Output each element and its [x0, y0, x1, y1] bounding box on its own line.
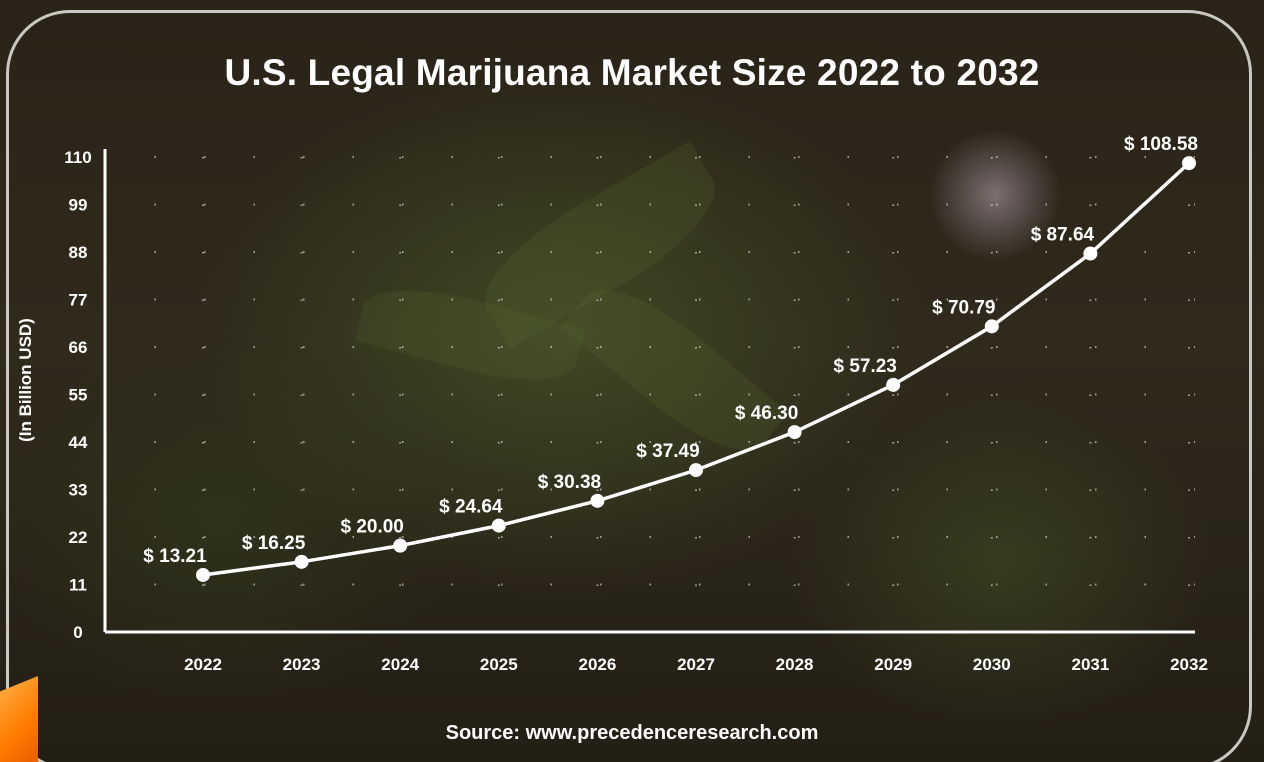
chart-frame — [6, 10, 1252, 762]
y-tick-label: 55 — [69, 386, 88, 405]
data-label: $ 57.23 — [833, 356, 896, 377]
data-point — [787, 425, 802, 440]
x-tick-label: 2027 — [677, 655, 715, 674]
y-tick-label: 110 — [64, 148, 91, 167]
data-point — [886, 377, 901, 392]
data-point — [491, 518, 506, 533]
data-point — [1182, 156, 1196, 171]
y-tick-label: 66 — [69, 338, 88, 357]
y-tick-label: 77 — [69, 291, 88, 310]
x-tick-label: 2029 — [874, 655, 912, 674]
data-point — [393, 538, 408, 553]
y-tick-label: 44 — [69, 433, 88, 452]
data-label: $ 87.64 — [1031, 225, 1095, 246]
data-label: $ 30.38 — [538, 472, 601, 493]
data-label: $ 20.00 — [340, 517, 403, 538]
x-tick-label: 2031 — [1071, 655, 1109, 674]
y-tick-label: 99 — [69, 196, 88, 215]
y-tick-label: 0 — [73, 623, 82, 642]
y-tick-label: 88 — [69, 243, 88, 262]
x-tick-label: 2022 — [184, 655, 222, 674]
background-glow — [930, 130, 1060, 260]
data-label: $ 13.21 — [143, 546, 207, 567]
data-point — [196, 567, 210, 582]
y-tick-label: 11 — [69, 576, 87, 595]
data-point — [294, 554, 309, 569]
data-point — [1083, 246, 1098, 261]
data-point — [689, 463, 703, 478]
chart-title: U.S. Legal Marijuana Market Size 2022 to… — [224, 52, 1040, 93]
y-tick-label: 22 — [69, 528, 88, 547]
x-tick-label: 2026 — [578, 655, 616, 674]
x-tick-label: 2025 — [480, 655, 518, 674]
x-tick-label: 2028 — [776, 655, 814, 674]
data-label: $ 108.58 — [1124, 134, 1198, 155]
data-point — [984, 319, 999, 334]
corner-badge-icon — [0, 676, 38, 762]
data-label: $ 46.30 — [735, 403, 798, 424]
x-tick-label: 2032 — [1170, 655, 1208, 674]
x-tick-label: 2023 — [283, 655, 321, 674]
data-label: $ 16.25 — [242, 533, 306, 554]
data-point — [590, 493, 605, 508]
data-label: $ 37.49 — [636, 441, 699, 462]
source-note: Source: www.precedenceresearch.com — [445, 722, 819, 744]
y-tick-label: 33 — [69, 481, 88, 500]
data-label: $ 70.79 — [932, 297, 995, 318]
x-tick-label: 2030 — [973, 655, 1011, 674]
data-label: $ 24.64 — [439, 497, 503, 518]
x-tick-label: 2024 — [381, 655, 419, 674]
